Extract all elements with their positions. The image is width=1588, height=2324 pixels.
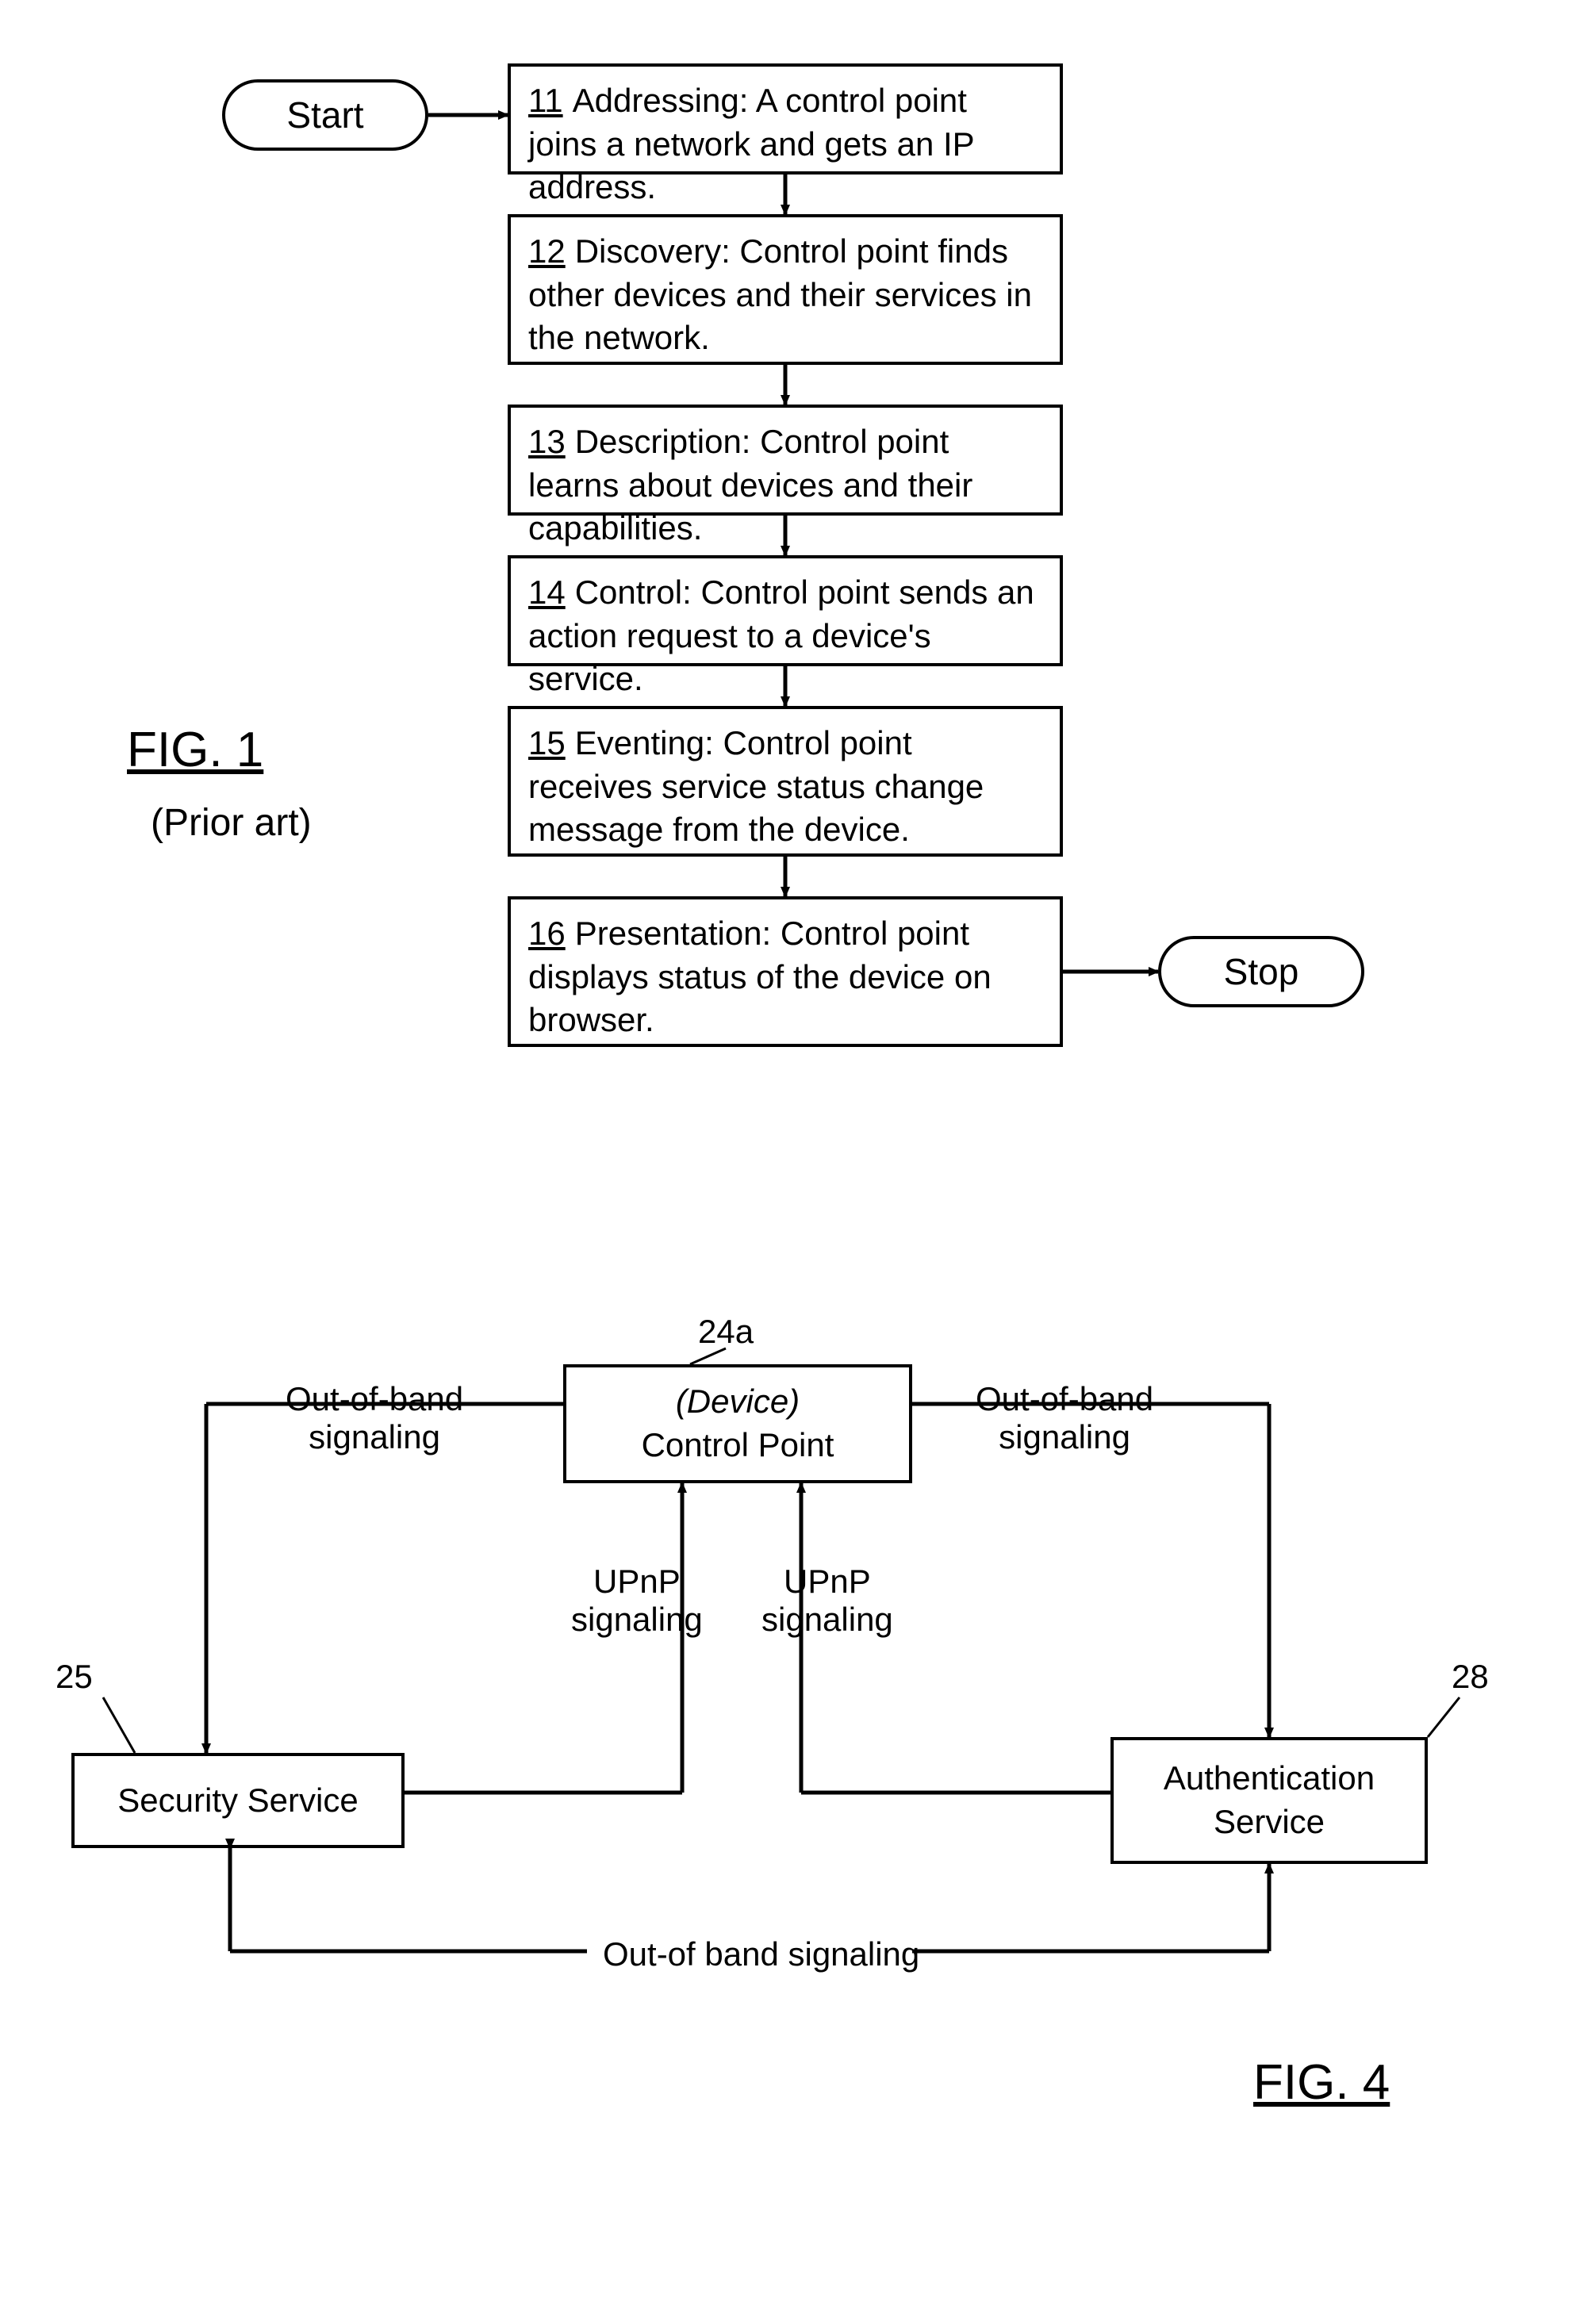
oob-left-label: Out-of-bandsignaling [286, 1380, 463, 1457]
fig1-subtitle: (Prior art) [151, 801, 312, 845]
security-service-box: Security Service [71, 1753, 405, 1848]
fig1-title: FIG. 1 [127, 722, 263, 778]
oob-bottom-label: Out-of band signaling [603, 1935, 919, 1973]
fig1-step-15: 15Eventing: Control point receives servi… [508, 706, 1063, 857]
sec-label: Security Service [117, 1779, 358, 1823]
start-label: Start [286, 94, 363, 136]
ref-25: 25 [56, 1658, 93, 1696]
ref-24a: 24a [698, 1313, 754, 1351]
start-terminator: Start [222, 79, 428, 151]
diagram-root: FIG. 1 (Prior art) Start Stop 11Addressi… [32, 32, 1555, 2292]
auth-service-box: Authentication Service [1110, 1737, 1428, 1864]
cp-line1: (Device) [676, 1383, 800, 1420]
fig1-step-13: 13Description: Control point learns abou… [508, 405, 1063, 516]
fig4-title: FIG. 4 [1253, 2054, 1390, 2111]
auth-line1: Authentication [1164, 1757, 1375, 1801]
ref-28: 28 [1452, 1658, 1489, 1696]
control-point-box: (Device) Control Point [563, 1364, 912, 1483]
upnp-right-label: UPnPsignaling [761, 1563, 893, 1639]
auth-line2: Service [1214, 1801, 1325, 1844]
stop-label: Stop [1224, 950, 1299, 993]
cp-line2: Control Point [642, 1424, 834, 1467]
fig1-step-11: 11Addressing: A control point joins a ne… [508, 63, 1063, 174]
upnp-left-label: UPnPsignaling [571, 1563, 703, 1639]
fig1-step-12: 12Discovery: Control point finds other d… [508, 214, 1063, 365]
stop-terminator: Stop [1158, 936, 1364, 1007]
oob-right-label: Out-of-bandsignaling [976, 1380, 1153, 1457]
fig1-step-16: 16Presentation: Control point displays s… [508, 896, 1063, 1047]
fig1-step-14: 14Control: Control point sends an action… [508, 555, 1063, 666]
